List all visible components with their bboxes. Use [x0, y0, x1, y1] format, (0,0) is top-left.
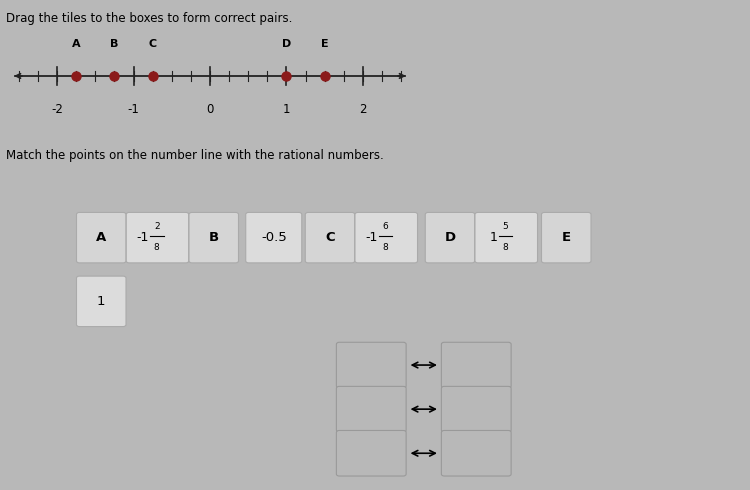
Text: -1: -1 [128, 103, 140, 116]
FancyBboxPatch shape [76, 213, 126, 263]
FancyBboxPatch shape [336, 342, 406, 388]
Text: Match the points on the number line with the rational numbers.: Match the points on the number line with… [6, 149, 384, 163]
Text: B: B [209, 231, 219, 244]
FancyBboxPatch shape [336, 386, 406, 432]
FancyBboxPatch shape [336, 431, 406, 476]
FancyBboxPatch shape [189, 213, 238, 263]
Text: -1: -1 [364, 231, 377, 244]
Text: -0.5: -0.5 [261, 231, 286, 244]
Text: A: A [72, 39, 80, 49]
Text: Drag the tiles to the boxes to form correct pairs.: Drag the tiles to the boxes to form corr… [6, 12, 292, 25]
FancyBboxPatch shape [542, 213, 591, 263]
FancyBboxPatch shape [126, 213, 189, 263]
Text: D: D [445, 231, 455, 244]
FancyBboxPatch shape [441, 342, 512, 388]
Text: 6: 6 [382, 222, 388, 231]
Text: C: C [326, 231, 334, 244]
Text: 0: 0 [206, 103, 214, 116]
Text: D: D [282, 39, 291, 49]
Text: 5: 5 [503, 222, 509, 231]
Text: 8: 8 [154, 243, 160, 252]
Text: A: A [96, 231, 106, 244]
Text: 2: 2 [154, 222, 160, 231]
FancyBboxPatch shape [441, 386, 512, 432]
FancyBboxPatch shape [475, 213, 538, 263]
Text: -1: -1 [136, 231, 148, 244]
Text: 1: 1 [97, 295, 106, 308]
FancyBboxPatch shape [246, 213, 302, 263]
FancyBboxPatch shape [76, 276, 126, 326]
Text: 1: 1 [489, 231, 497, 244]
Text: 8: 8 [503, 243, 509, 252]
Text: -2: -2 [51, 103, 63, 116]
FancyBboxPatch shape [441, 431, 512, 476]
Text: E: E [562, 231, 571, 244]
FancyBboxPatch shape [355, 213, 418, 263]
Text: 8: 8 [382, 243, 388, 252]
FancyBboxPatch shape [305, 213, 355, 263]
Text: C: C [148, 39, 157, 49]
Text: 1: 1 [283, 103, 290, 116]
FancyBboxPatch shape [425, 213, 475, 263]
Text: 2: 2 [359, 103, 367, 116]
Text: E: E [321, 39, 328, 49]
Text: B: B [110, 39, 118, 49]
